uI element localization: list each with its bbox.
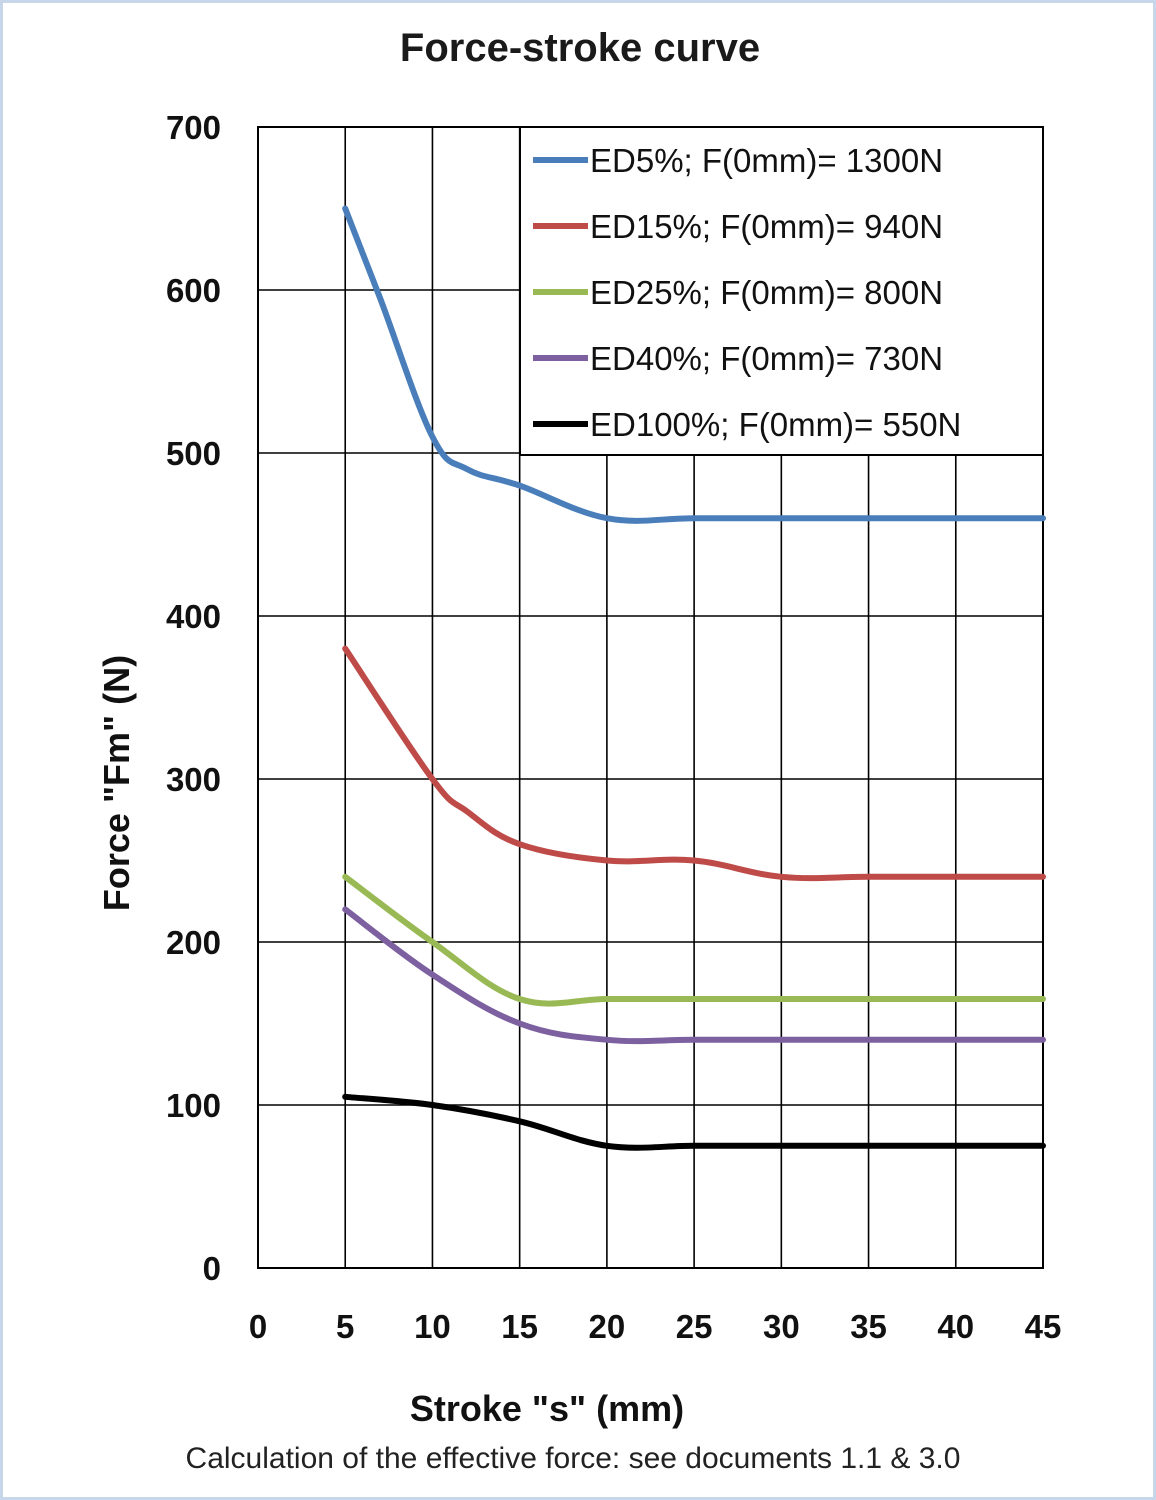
series-line-2	[342, 645, 1046, 882]
x-tick-label: 0	[249, 1308, 267, 1345]
x-tick-label: 40	[937, 1308, 974, 1345]
y-axis-ticks: 0 100 200 300 400 500 600 700	[166, 109, 221, 1287]
legend-label-2: ED15%; F(0mm)= 940N	[590, 208, 943, 245]
series-line-5	[342, 1093, 1046, 1151]
series-line-4	[342, 906, 1046, 1045]
y-tick-label: 300	[166, 761, 221, 798]
x-tick-label: 25	[676, 1308, 713, 1345]
chart-title: Force-stroke curve	[400, 26, 760, 70]
legend-label-3: ED25%; F(0mm)= 800N	[590, 274, 943, 311]
force-stroke-chart: Force-stroke curve 0 5 10 15 20 25 30 35 40 45 0 1…	[96, 26, 1062, 1475]
series-line-1	[342, 205, 1046, 524]
series-group	[342, 205, 1046, 1151]
x-tick-label: 30	[763, 1308, 800, 1345]
legend-label-1: ED5%; F(0mm)= 1300N	[590, 142, 943, 179]
legend: ED5%; F(0mm)= 1300N ED15%; F(0mm)= 940N ED…	[519, 126, 1044, 456]
y-tick-label: 500	[166, 435, 221, 472]
x-tick-label: 20	[589, 1308, 626, 1345]
y-tick-label: 400	[166, 598, 221, 635]
y-tick-label: 200	[166, 924, 221, 961]
footnote: Calculation of the effective force: see …	[186, 1442, 961, 1475]
x-tick-label: 5	[336, 1308, 354, 1345]
y-axis-label: Force "Fm" (N)	[96, 655, 137, 911]
y-tick-label: 700	[166, 109, 221, 146]
x-tick-label: 45	[1025, 1308, 1062, 1345]
legend-label-4: ED40%; F(0mm)= 730N	[590, 340, 943, 377]
x-tick-label: 35	[850, 1308, 887, 1345]
y-tick-label: 100	[166, 1087, 221, 1124]
legend-box	[519, 126, 1044, 456]
legend-label-5: ED100%; F(0mm)= 550N	[590, 406, 961, 443]
series-line-3	[342, 873, 1046, 1007]
y-tick-label: 0	[203, 1250, 221, 1287]
y-tick-label: 600	[166, 272, 221, 309]
x-axis-ticks: 0 5 10 15 20 25 30 35 40 45	[249, 1308, 1062, 1345]
x-axis-label: Stroke "s" (mm)	[410, 1388, 684, 1429]
x-tick-label: 10	[414, 1308, 451, 1345]
x-tick-label: 15	[501, 1308, 538, 1345]
